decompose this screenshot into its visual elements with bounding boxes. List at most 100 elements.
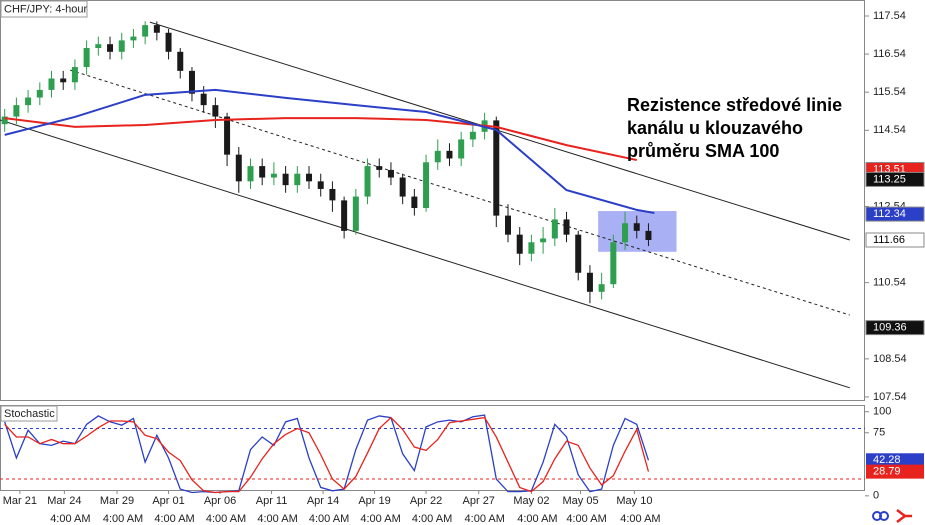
candle-body [60, 78, 67, 83]
x-tick-label: Apr 19 [358, 495, 390, 507]
candle-body [48, 78, 55, 90]
candle-body [645, 230, 652, 240]
candle-body [107, 44, 114, 52]
title-box [0, 0, 88, 18]
x-time-label: 4:00 AM [360, 513, 400, 525]
candle-body [610, 242, 617, 285]
x-time-label: 4:00 AM [103, 513, 143, 525]
price-tag-label: 112.34 [873, 208, 906, 220]
price-tag-label: 113.25 [873, 173, 906, 185]
x-tick-label: May 10 [616, 495, 652, 507]
x-tick-label: Mar 29 [100, 495, 134, 507]
price-tag [865, 206, 925, 222]
candle-body [376, 166, 383, 170]
candle-body [188, 70, 195, 94]
y-tick-label: 0 [873, 490, 879, 502]
candle-body [563, 219, 570, 235]
channel-line [0, 119, 850, 389]
y-tick-label: 108.54 [873, 353, 907, 365]
candle-body [200, 93, 207, 106]
candle-body [399, 177, 406, 197]
channel-line [149, 21, 850, 241]
x-time-label: 4:00 AM [620, 513, 660, 525]
price-tag [865, 171, 925, 187]
x-time-label: 4:00 AM [257, 513, 297, 525]
candle-body [270, 173, 277, 178]
y-tick-label: 114.54 [873, 124, 906, 136]
candle-body [364, 166, 371, 197]
candle-body [235, 154, 242, 182]
x-tick-label: Apr 27 [463, 495, 495, 507]
candle-body [95, 44, 102, 48]
x-tick-label: Apr 01 [152, 495, 184, 507]
price-tag [865, 320, 925, 336]
x-time-label: 4:00 AM [206, 513, 246, 525]
candle-body [212, 105, 219, 117]
candle-body [1, 116, 8, 125]
y-tick-label: 75 [873, 427, 885, 439]
x-tick-label: Mar 24 [47, 495, 81, 507]
candle-body [177, 51, 184, 71]
candle-body [516, 234, 523, 254]
y-tick-label: 117.54 [873, 10, 906, 22]
value-tag-label: 28.79 [873, 466, 901, 478]
x-time-label: 4:00 AM [50, 513, 90, 525]
x-time-label: 4:00 AM [309, 513, 349, 525]
candle-body [153, 25, 160, 33]
x-time-label: 4:00 AM [154, 513, 194, 525]
oscillator-line [4, 414, 650, 494]
candle-body [446, 150, 453, 159]
candle-body [458, 139, 465, 159]
candle-body [130, 36, 137, 41]
y-tick-label: 107.54 [873, 391, 907, 403]
x-time-label: 4:00 AM [412, 513, 452, 525]
candle-body [411, 196, 418, 208]
candle-body [469, 131, 476, 140]
x-tick-label: Apr 06 [204, 495, 236, 507]
moving-average [4, 117, 637, 161]
candle-body [586, 272, 593, 292]
channel-line [70, 69, 850, 316]
candle-body [622, 223, 629, 243]
candle-body [71, 67, 78, 83]
price-tag [865, 232, 925, 248]
value-tag-label: 42.28 [873, 454, 901, 466]
candle-body [25, 97, 32, 106]
candle-body [317, 181, 324, 189]
highlight-box [598, 211, 677, 252]
candle-body [434, 150, 441, 163]
x-tick-label: Apr 22 [410, 495, 442, 507]
x-time-label: 4:00 AM [566, 513, 606, 525]
candle-body [224, 116, 231, 155]
candle-body [504, 215, 511, 235]
x-tick-label: Apr 14 [307, 495, 339, 507]
candle-body [247, 166, 254, 182]
candle-body [142, 25, 149, 37]
value-tag [866, 453, 924, 468]
oscillator-line [4, 416, 650, 494]
candle-body [83, 48, 90, 68]
title-box [0, 405, 58, 422]
go-icon[interactable] [896, 509, 912, 523]
candle-body [341, 200, 348, 231]
candle-body [575, 234, 582, 273]
candle-body [259, 166, 266, 178]
chart-title: CHF/JPY: 4-hour [4, 3, 87, 15]
candle-body [633, 223, 640, 231]
candle-body [540, 238, 547, 243]
y-tick-label: 100 [873, 406, 891, 418]
candle-body [306, 173, 313, 182]
candle-body [329, 188, 336, 201]
price-tag-label: 109.36 [873, 322, 907, 334]
annotation: Rezistence středové linie [627, 95, 842, 115]
candle-body [598, 284, 605, 292]
x-time-label: 4:00 AM [465, 513, 505, 525]
candle-body [352, 196, 359, 231]
moving-average [4, 88, 655, 214]
candle-body [493, 120, 500, 216]
price-panel [0, 0, 865, 401]
candle-body [118, 40, 125, 52]
toolbar-icons[interactable] [872, 509, 912, 523]
link-icon[interactable] [879, 511, 889, 521]
